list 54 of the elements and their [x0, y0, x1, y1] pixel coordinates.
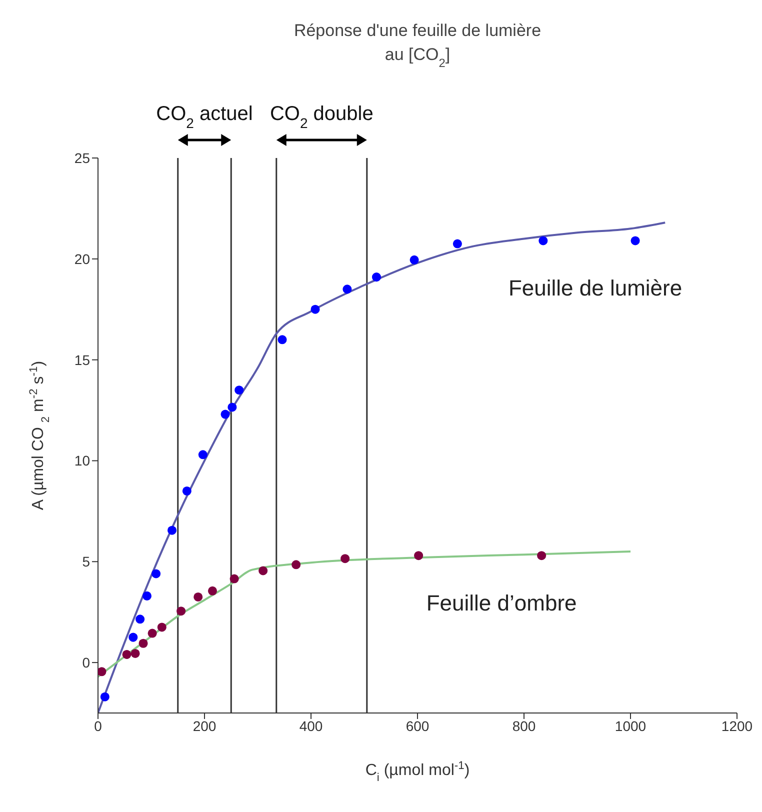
y-tick-label: 0 [82, 654, 90, 671]
point [538, 236, 548, 246]
point [410, 255, 419, 264]
y-tick-label: 5 [82, 554, 90, 570]
point [340, 554, 350, 564]
point [278, 335, 287, 344]
point [136, 614, 145, 624]
point [220, 410, 230, 419]
line-series [98, 550, 632, 678]
point [310, 304, 320, 314]
y-tick-label: 15 [74, 352, 90, 368]
x-tick-label: 600 [406, 718, 430, 734]
point [208, 586, 217, 596]
chart-title: Réponse d'une feuille de lumière au [CO$_{2}$] [294, 21, 542, 70]
point [130, 648, 140, 658]
point [452, 239, 462, 248]
point [122, 650, 132, 659]
point [414, 551, 424, 560]
x-tick-label: 200 [192, 718, 216, 734]
point [168, 526, 177, 535]
point [142, 591, 152, 600]
point [176, 606, 186, 616]
point [234, 386, 244, 395]
point [138, 638, 148, 648]
point [182, 486, 192, 496]
point [198, 450, 208, 460]
series-label: Feuille d’ombre [426, 590, 577, 616]
point [152, 569, 161, 578]
point [537, 551, 546, 560]
y-tick-label: 10 [74, 452, 90, 469]
point [292, 560, 301, 570]
x-tick-label: 1000 [614, 718, 646, 734]
text: CO$_{2}$ double [270, 103, 374, 131]
point [230, 574, 239, 584]
point [342, 284, 352, 294]
point [228, 402, 237, 412]
point [372, 272, 382, 282]
point [194, 592, 203, 602]
y-tick-label: 25 [74, 150, 90, 166]
x-tick-label: 400 [299, 718, 323, 734]
point [258, 566, 268, 576]
text: CO$_{2}$ actuel [156, 103, 253, 131]
point [128, 632, 138, 642]
x-tick-label: 800 [512, 718, 536, 734]
x-tick-label: 0 [94, 718, 102, 734]
point [148, 628, 157, 638]
point [98, 667, 106, 676]
y-tick-label: 20 [74, 250, 90, 267]
x-tick-label: 1200 [721, 718, 753, 734]
point [157, 622, 166, 632]
text: Feuille de lumière [508, 276, 682, 301]
x-axis-title: C$_{i}$ (µmol mol$^{-1}$) [365, 760, 470, 784]
point [100, 692, 110, 702]
point [630, 236, 640, 246]
